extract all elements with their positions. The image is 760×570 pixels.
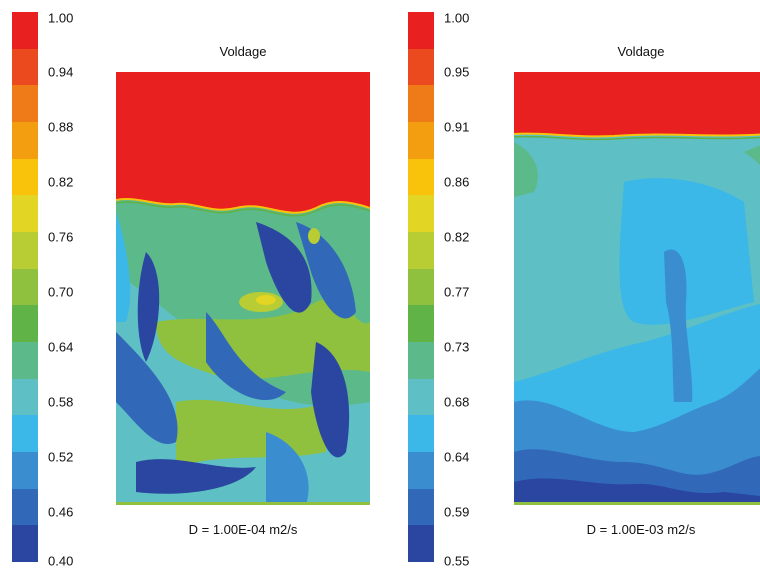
panel-right-caption: D = 1.00E-03 m2/s bbox=[586, 522, 696, 537]
colorbar-swatch bbox=[408, 488, 434, 526]
colorbar-swatch bbox=[12, 378, 38, 416]
tick-label: 0.68 bbox=[444, 394, 470, 410]
colorbar-swatch bbox=[12, 48, 38, 86]
colorbar-swatch bbox=[408, 122, 434, 160]
colorbar-swatch bbox=[12, 158, 38, 196]
colorbar-swatch bbox=[408, 452, 434, 490]
tick-label: 0.52 bbox=[48, 449, 74, 465]
colorbar-swatch bbox=[408, 415, 434, 453]
colorbar-swatch bbox=[408, 158, 434, 196]
tick-label: 1.00 bbox=[48, 10, 74, 26]
tick-label: 0.88 bbox=[48, 119, 74, 135]
tick-label: 0.91 bbox=[444, 119, 470, 135]
tick-label: 0.70 bbox=[48, 284, 74, 300]
tick-label: 0.77 bbox=[444, 284, 470, 300]
colorbar-swatch bbox=[408, 85, 434, 123]
tick-label: 0.40 bbox=[48, 553, 74, 569]
tick-label: 0.64 bbox=[444, 449, 470, 465]
colorbar-swatch bbox=[408, 305, 434, 343]
tick-label: 0.58 bbox=[48, 394, 74, 410]
contour-plot-left bbox=[116, 72, 370, 505]
colorbar-left bbox=[12, 12, 38, 563]
colorbar-swatch bbox=[12, 488, 38, 526]
colorbar-swatch bbox=[12, 305, 38, 343]
colorbar-swatch bbox=[12, 195, 38, 233]
colorbar-swatch bbox=[408, 12, 434, 50]
colorbar-swatch bbox=[12, 12, 38, 50]
tick-label: 1.00 bbox=[444, 10, 470, 26]
tick-label: 0.76 bbox=[48, 229, 74, 245]
colorbar-swatch bbox=[408, 378, 434, 416]
tick-label: 0.82 bbox=[444, 229, 470, 245]
colorbar-swatch bbox=[12, 342, 38, 380]
tick-label: 0.73 bbox=[444, 339, 470, 355]
colorbar-swatch bbox=[408, 48, 434, 86]
colorbar-swatch bbox=[12, 415, 38, 453]
colorbar-swatch bbox=[12, 122, 38, 160]
colorbar-swatch bbox=[12, 85, 38, 123]
tick-label: 0.46 bbox=[48, 504, 74, 520]
panel-left-title: Voldage bbox=[219, 44, 267, 59]
tick-label: 0.82 bbox=[48, 174, 74, 190]
tick-label: 0.64 bbox=[48, 339, 74, 355]
colorbar-swatch bbox=[12, 452, 38, 490]
panel-left-caption: D = 1.00E-04 m2/s bbox=[188, 522, 298, 537]
contour-plot-right bbox=[514, 72, 760, 505]
colorbar-swatch bbox=[12, 232, 38, 270]
colorbar-swatch bbox=[408, 342, 434, 380]
colorbar-swatch bbox=[12, 525, 38, 563]
tick-label: 0.59 bbox=[444, 504, 470, 520]
colorbar-swatch bbox=[408, 195, 434, 233]
tick-label: 0.95 bbox=[444, 64, 470, 80]
colorbar-swatch bbox=[408, 525, 434, 563]
panel-right-title: Voldage bbox=[617, 44, 665, 59]
tick-label: 0.86 bbox=[444, 174, 470, 190]
colorbar-swatch bbox=[12, 268, 38, 306]
tick-label: 0.94 bbox=[48, 64, 74, 80]
tick-label: 0.55 bbox=[444, 553, 470, 569]
colorbar-swatch bbox=[408, 232, 434, 270]
colorbar-right bbox=[408, 12, 434, 563]
colorbar-swatch bbox=[408, 268, 434, 306]
